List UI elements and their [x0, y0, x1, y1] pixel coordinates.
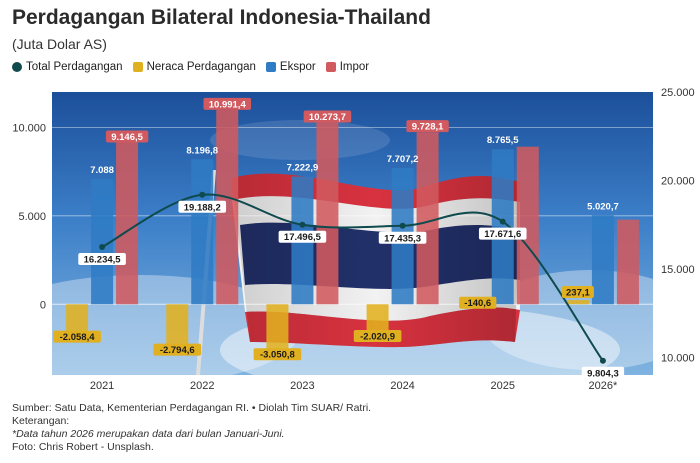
total-point: [599, 357, 606, 364]
legend-swatch-total: [12, 62, 22, 72]
data-label-total-bg: [278, 230, 327, 243]
x-axis-tick-label: 2025: [491, 380, 515, 392]
data-label-neraca: -2.794,6: [160, 345, 195, 356]
data-label-ekspor: 5.020,7: [587, 201, 619, 212]
cloud: [210, 120, 390, 160]
bar-ekspor: [191, 159, 214, 305]
bar-ekspor: [91, 178, 114, 305]
data-label-neraca-bg: [459, 296, 497, 309]
data-label-neraca-bg: [253, 348, 302, 361]
left-axis-tick-label: 0: [40, 299, 46, 311]
axes-layer: 0 5.000 10.000 10.000 15.000 20.000 25.000 2021…: [12, 87, 694, 392]
bar-neraca-perdagangan: [566, 300, 589, 305]
legend-swatch-impor: [325, 62, 336, 72]
bar-impor: [216, 109, 239, 305]
data-label-impor: 10.273,7: [309, 112, 346, 123]
data-label-impor-bg: [406, 120, 449, 133]
legend-item-ekspor: Ekspor: [265, 61, 316, 73]
bar-impor: [616, 219, 639, 305]
data-label-total-bg: [478, 227, 527, 240]
notes-label: Keterangan:: [12, 415, 70, 427]
chart-legend: Total Perdagangan Neraca Perdagangan Eks…: [12, 61, 369, 73]
legend-label-impor: Impor: [339, 61, 370, 73]
bar-impor: [116, 142, 139, 305]
bar-impor: [316, 122, 339, 305]
total-point: [499, 218, 506, 225]
data-note: *Data tahun 2026 merupakan data dari bul…: [12, 428, 285, 440]
data-label-impor: 9.728,1: [412, 122, 444, 133]
data-label-neraca: -3.050,8: [260, 350, 295, 361]
legend-swatch-neraca: [132, 62, 143, 72]
bar-neraca-perdagangan: [166, 304, 189, 354]
data-label-neraca: -140,6: [464, 298, 491, 309]
legend-swatch-ekspor: [265, 62, 276, 72]
data-label-impor: 9.146,5: [111, 132, 143, 143]
data-label-total-bg: [378, 231, 427, 244]
legend-label-total: Total Perdagangan: [26, 61, 123, 73]
bar-impor: [416, 132, 439, 305]
total-point: [199, 191, 206, 198]
right-axis-tick-label: 15.000: [661, 264, 695, 276]
data-label-neraca: 237,1: [566, 288, 590, 299]
data-label-ekspor: 7.707,2: [387, 154, 419, 165]
data-label-neraca-bg: [561, 286, 594, 299]
data-label-total-bg: [178, 200, 227, 213]
x-axis-tick-label: 2021: [90, 380, 114, 392]
total-point: [399, 222, 406, 229]
bar-ekspor: [591, 215, 614, 305]
data-label-total: 19.188,2: [184, 202, 221, 213]
data-label-neraca: -2.058,4: [60, 332, 96, 343]
legend-label-ekspor: Ekspor: [279, 61, 316, 73]
bar-ekspor: [491, 149, 514, 305]
data-label-neraca-bg: [153, 343, 202, 356]
total-point: [99, 244, 106, 251]
legend-item-impor: Impor: [325, 61, 370, 73]
chart-title: Perdagangan Bilateral Indonesia-Thailand: [12, 6, 431, 29]
x-axis-tick-label: 2026*: [589, 380, 618, 392]
total-point: [299, 221, 306, 228]
data-label-impor: 10.991,4: [209, 99, 247, 110]
right-axis-tick-label: 25.000: [661, 87, 695, 99]
photo-credit: Foto: Chris Robert - Unsplash.: [12, 441, 154, 453]
x-axis-tick-label: 2024: [390, 380, 414, 392]
data-label-ekspor: 8.196,8: [186, 145, 218, 156]
labels-layer: -2.058,4 -2.794,6 -3.050,8 -2.020,9 -140,6 23…: [53, 97, 625, 379]
total-line: [101, 193, 604, 362]
data-label-total: 9.804,3: [587, 368, 619, 379]
legend-label-neraca: Neraca Perdagangan: [146, 61, 256, 73]
data-label-neraca-bg: [353, 329, 402, 342]
chart-footer: Sumber: Satu Data, Kementerian Perdagang…: [12, 402, 371, 454]
data-label-total: 16.234,5: [84, 255, 122, 266]
data-label-total: 17.671,6: [484, 229, 521, 240]
left-axis-tick-label: 10.000: [12, 122, 46, 134]
data-label-impor-bg: [203, 97, 252, 110]
data-label-total: 17.496,5: [284, 232, 322, 243]
bar-neraca-perdagangan: [266, 304, 289, 359]
chart-canvas: -2.058,4 -2.794,6 -3.050,8 -2.020,9 -140,6 23…: [0, 87, 700, 395]
data-label-impor-bg: [105, 130, 149, 143]
data-label-ekspor: 8.765,5: [487, 135, 519, 146]
source-note: Sumber: Satu Data, Kementerian Perdagang…: [12, 402, 372, 414]
data-label-ekspor: 7.088: [90, 165, 114, 176]
right-axis-tick-label: 10.000: [661, 352, 695, 364]
legend-item-total: Total Perdagangan: [12, 61, 123, 73]
left-axis-tick-label: 5.000: [18, 211, 46, 223]
bar-impor: [516, 146, 539, 305]
data-label-impor-bg: [303, 110, 352, 123]
data-label-total-bg: [78, 253, 126, 266]
data-label-ekspor: 7.222,9: [287, 162, 319, 173]
data-label-neraca-bg: [53, 330, 101, 343]
data-label-neraca: -2.020,9: [360, 331, 395, 342]
bars-layer: [66, 109, 639, 359]
chart-subtitle: (Juta Dolar AS): [12, 36, 107, 52]
x-axis-tick-label: 2023: [290, 380, 314, 392]
right-axis-tick-label: 20.000: [661, 175, 695, 187]
line-layer: [99, 191, 606, 364]
legend-item-neraca: Neraca Perdagangan: [132, 61, 256, 73]
x-axis-tick-label: 2022: [190, 380, 214, 392]
data-label-total: 17.435,3: [384, 233, 421, 244]
data-label-total-bg: [581, 366, 625, 379]
